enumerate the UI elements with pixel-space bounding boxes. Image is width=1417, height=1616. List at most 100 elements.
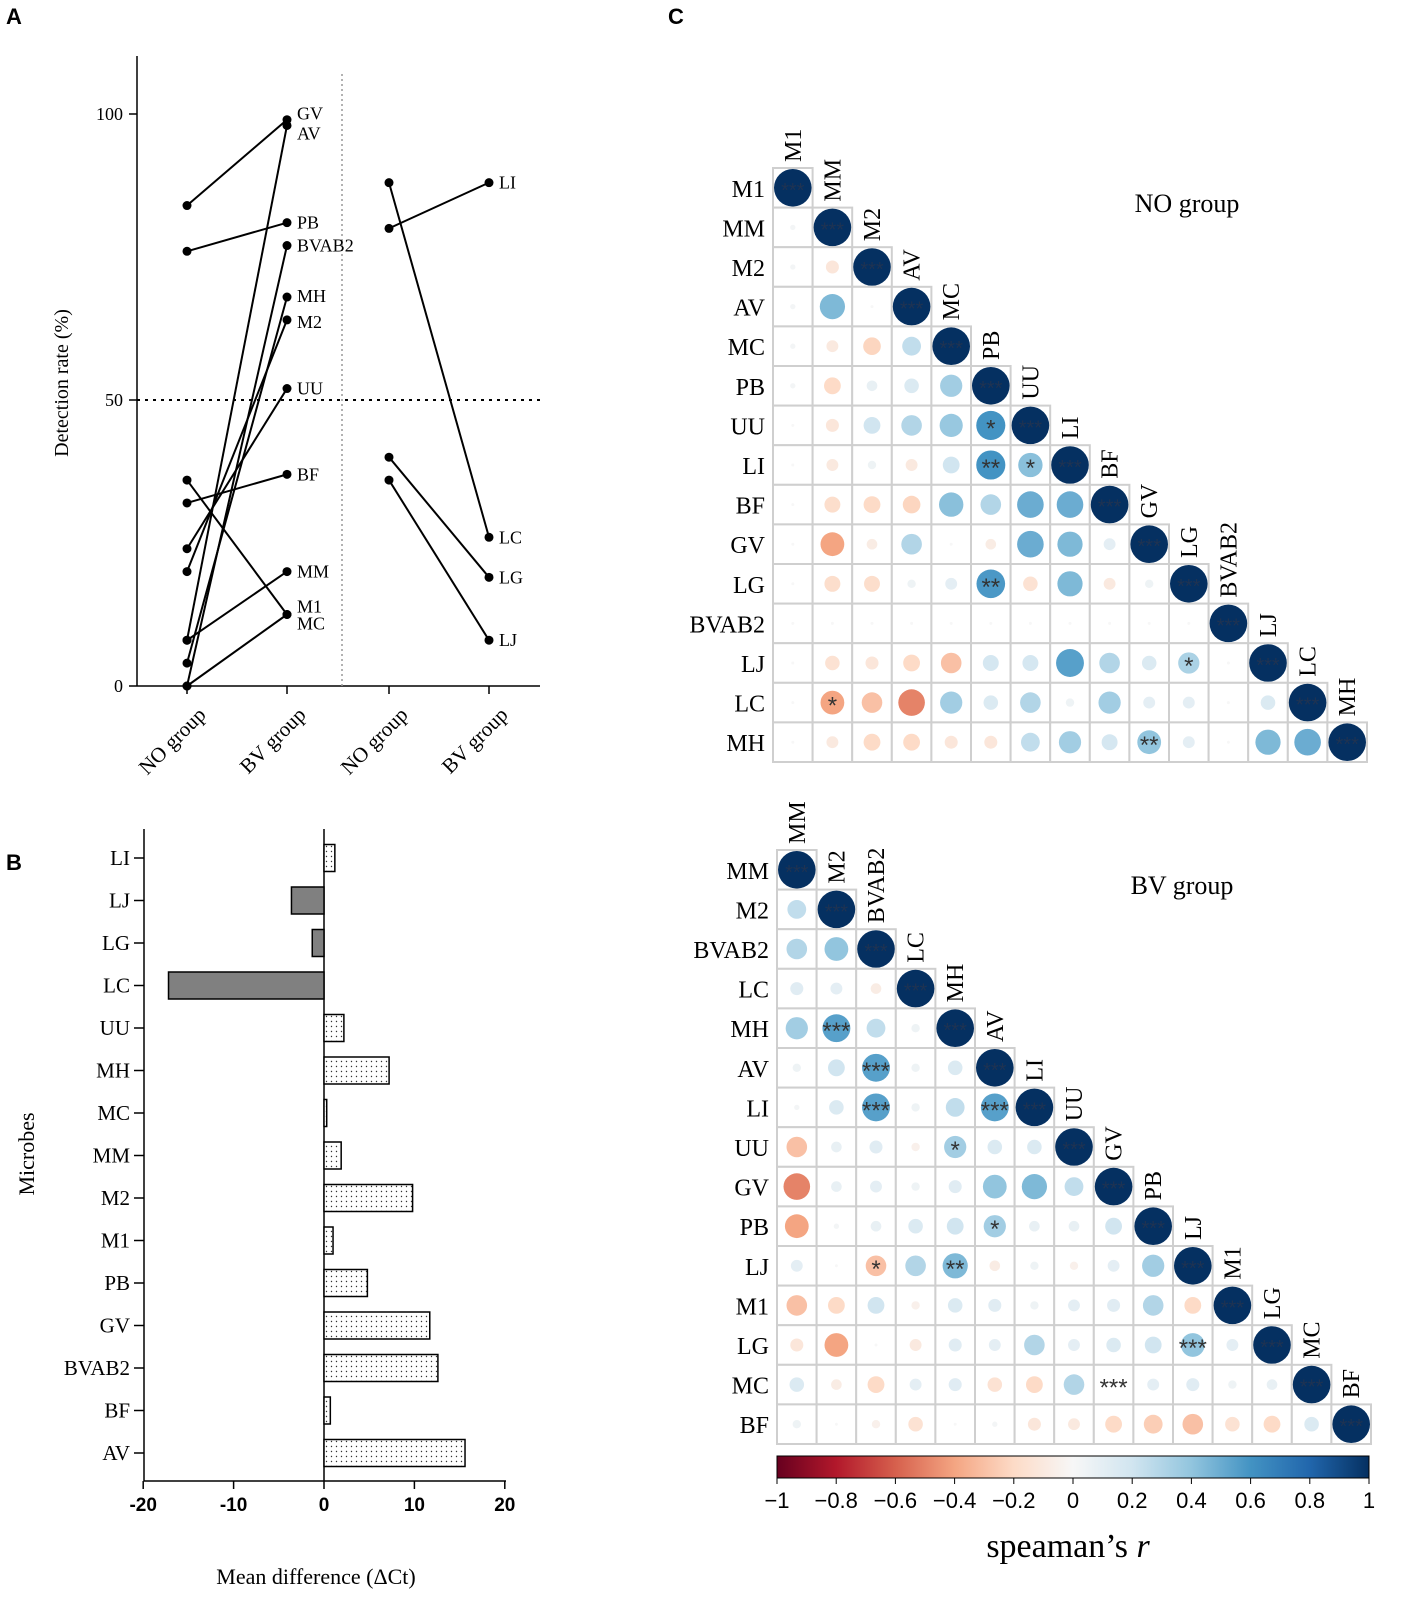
category-label-lc: LC [103,974,130,998]
correlation-circle [792,1063,802,1073]
diagonal-circle [1051,446,1089,484]
correlation-circle [1143,696,1156,709]
correlation-circle [940,652,962,674]
row-label-m2: M2 [736,898,769,924]
correlation-circle [825,260,839,274]
category-label-bvab2: BVAB2 [64,1356,130,1380]
correlation-circle [1107,1298,1121,1312]
row-label-m1: M1 [732,177,765,203]
correlation-circle [949,542,953,546]
correlation-circle [1142,1254,1165,1277]
correlation-circle [1144,1336,1162,1354]
column-label-lg: LG [1177,526,1203,558]
series-label-mh: MH [297,286,326,306]
correlation-circle [903,733,921,751]
correlation-circle [909,1339,922,1351]
significance-marker: * [951,1137,960,1164]
correlation-circle [1106,1337,1121,1353]
correlation-circle [829,1100,844,1115]
correlation-circle [822,1014,851,1043]
correlation-circle [983,1215,1006,1238]
correlation-circle [787,900,807,919]
significance-marker: *** [1260,1337,1284,1359]
column-label-mm: MM [785,801,811,844]
diagonal-circle [1130,525,1168,563]
correlation-circle [784,1214,809,1239]
row-label-bvab2: BVAB2 [689,612,765,638]
significance-marker: * [1184,653,1193,680]
category-label-mc: MC [97,1101,130,1125]
correlation-circle [1024,1334,1045,1356]
row-label-lc: LC [734,692,765,718]
colorbar-label: speaman’s r [986,1528,1150,1565]
correlation-circle [792,1419,802,1429]
colorbar-tick-label: 0.6 [1235,1488,1266,1513]
correlation-circle [953,1422,957,1426]
correlation-circle [864,575,880,592]
bar-lg [311,928,325,958]
correlation-circle [1027,1139,1042,1155]
correlation-circle [1260,695,1276,710]
correlation-circle [945,577,958,590]
correlation-circle [861,692,883,713]
correlation-circle [790,343,796,349]
significance-marker: *** [1256,655,1280,677]
series-label-m1: M1 [297,597,322,617]
column-label-m2: M2 [860,208,886,241]
correlation-circle [870,983,882,994]
diagonal-circle [1209,604,1248,643]
row-label-pb: PB [736,375,765,401]
matrix-cell [894,1047,937,1089]
correlation-circle [1058,731,1082,754]
point-av-bv [282,120,292,130]
correlation-circle [1294,728,1321,756]
correlation-circle [1056,491,1084,518]
matrix-cell [1132,1363,1175,1406]
colorbar-gradient [776,1455,1370,1479]
correlation-circle [1030,1261,1039,1271]
column-label-pb: PB [1141,1171,1167,1200]
correlation-circle [830,621,834,625]
diagonal-circle [853,248,891,286]
correlation-circle [833,1223,840,1229]
correlation-circle [949,621,953,625]
category-label-lg: LG [102,931,130,955]
diagonal-circle [1249,644,1287,682]
correlation-circle [911,1301,920,1310]
correlation-circle [827,1296,845,1314]
row-label-uu: UU [734,1136,769,1162]
x-tick-label: BV group [437,703,513,779]
panel-b-bar-chart: LI LJ LG LC UU MH MC MM M2 M1 PB GV BVAB2 BF AV -20 -10 0… [14,829,515,1589]
significance-marker: * [871,1256,880,1283]
column-label-gv: GV [1137,483,1163,518]
correlation-circle [794,1104,800,1111]
column-label-av: AV [983,1010,1009,1042]
significance-marker: *** [1179,1335,1207,1362]
point-lc-no [384,178,394,188]
correlation-circle [790,224,796,231]
x-tick-label: NO group [134,703,211,780]
correlation-circle [947,1060,963,1076]
correlation-circle [867,1376,885,1394]
significance-marker: *** [1100,1375,1128,1402]
correlation-circle [791,542,795,546]
series-line-lj [388,479,490,641]
correlation-circle [1225,1416,1240,1432]
correlation-circle [1226,661,1230,665]
correlation-circle [980,1093,1009,1122]
point-lj-bv [484,635,494,645]
correlation-circle [1021,732,1040,752]
correlation-circle [988,1339,1001,1351]
significance-marker: *** [825,901,849,923]
correlation-circle [786,938,808,960]
column-label-mh: MH [1335,678,1361,717]
correlation-circle [1020,692,1041,713]
correlation-circle [1030,1301,1039,1310]
panel-a-line-chart: 0 50 100 Detection rate (%) NO group BV group… [51,56,540,779]
correlation-circle [1186,1378,1200,1392]
correlation-circle [831,1181,842,1192]
correlation-circle [898,689,925,716]
diagonal-circle [1011,406,1050,445]
row-label-lg: LG [733,573,765,599]
